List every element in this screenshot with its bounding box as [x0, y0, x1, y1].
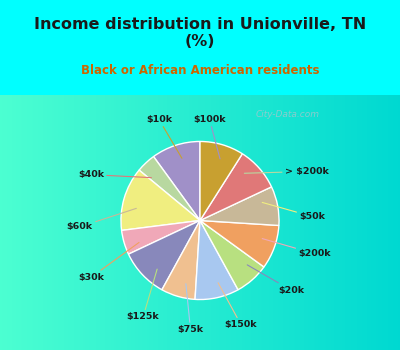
Text: $10k: $10k [146, 115, 182, 158]
Text: $150k: $150k [218, 283, 258, 329]
Text: $125k: $125k [127, 269, 160, 321]
Wedge shape [200, 187, 279, 225]
Text: Income distribution in Unionville, TN
(%): Income distribution in Unionville, TN (%… [34, 17, 366, 49]
Wedge shape [154, 141, 200, 220]
Text: $30k: $30k [78, 243, 139, 282]
Wedge shape [162, 220, 200, 299]
Wedge shape [195, 220, 238, 300]
Text: $20k: $20k [247, 265, 304, 295]
Text: Black or African American residents: Black or African American residents [81, 64, 319, 77]
Text: $100k: $100k [193, 115, 226, 159]
Wedge shape [128, 220, 200, 290]
Text: City-Data.com: City-Data.com [256, 111, 320, 119]
Text: $75k: $75k [178, 284, 204, 334]
Wedge shape [122, 220, 200, 254]
Wedge shape [200, 154, 272, 220]
Text: $50k: $50k [262, 202, 325, 221]
Wedge shape [200, 141, 242, 220]
Wedge shape [200, 220, 279, 267]
Wedge shape [121, 170, 200, 230]
Wedge shape [139, 156, 200, 220]
Text: $200k: $200k [262, 239, 331, 258]
Wedge shape [200, 220, 264, 290]
Text: $40k: $40k [78, 170, 151, 179]
Text: $60k: $60k [67, 208, 136, 231]
Text: > $200k: > $200k [244, 167, 329, 176]
